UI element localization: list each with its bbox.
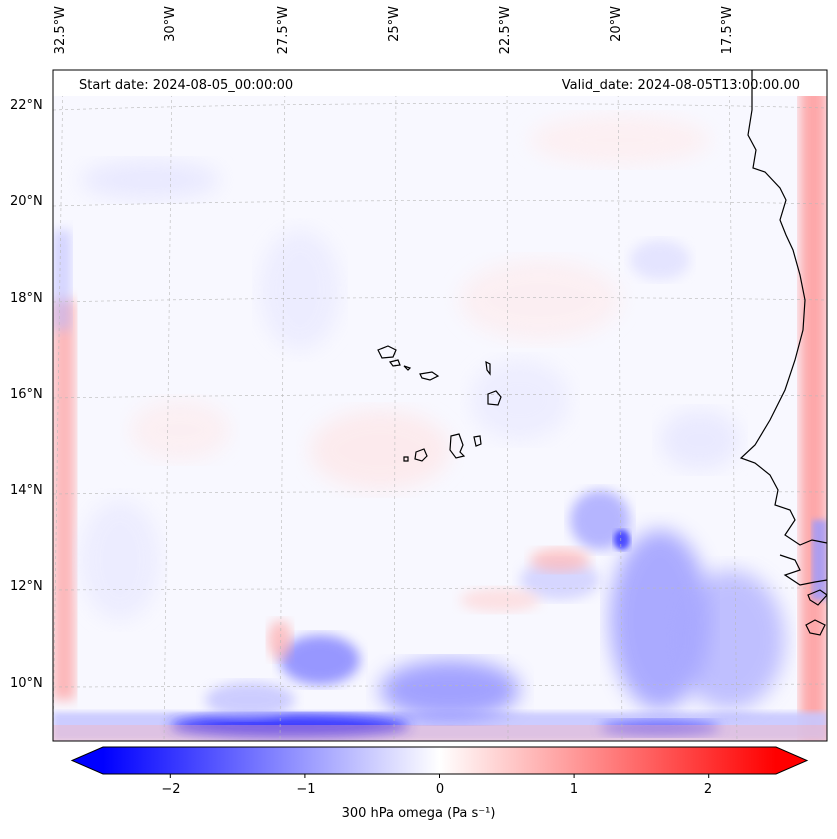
lat-label-22n: 22°N: [10, 98, 43, 113]
lat-label-10n: 10°N: [10, 676, 43, 691]
colorbar-title: 300 hPa omega (Pa s⁻¹): [341, 806, 496, 821]
colorbar-tick-label: 2: [703, 782, 713, 797]
colorbar-extend-low: [72, 747, 103, 774]
map-frame: [52, 69, 828, 742]
colorbar-tick-label: −2: [161, 782, 181, 797]
colorbar-outline: [70, 746, 809, 775]
coastline: [739, 70, 827, 636]
header-box: [53, 70, 827, 96]
colorbar: [70, 746, 809, 778]
lat-label-12n: 12°N: [10, 579, 43, 594]
graticule: [53, 70, 827, 741]
lat-label-16n: 16°N: [10, 387, 43, 402]
start-date-label: Start date: 2024-08-05_00:00:00: [79, 78, 294, 93]
valid-date-label: Valid_date: 2024-08-05T13:00:00.00: [561, 78, 800, 93]
colorbar-tick-label: 1: [569, 782, 579, 797]
colorbar-extend-high: [776, 747, 807, 774]
lat-label-18n: 18°N: [10, 291, 43, 306]
colorbar-tick-label: 0: [435, 782, 445, 797]
colorbar-tick-label: −1: [296, 782, 316, 797]
lat-label-20n: 20°N: [10, 194, 43, 209]
omega-field: [53, 70, 827, 741]
colorbar-gradient: [103, 747, 776, 774]
cape-verde-islands: [377, 345, 502, 462]
lat-label-14n: 14°N: [10, 483, 43, 498]
